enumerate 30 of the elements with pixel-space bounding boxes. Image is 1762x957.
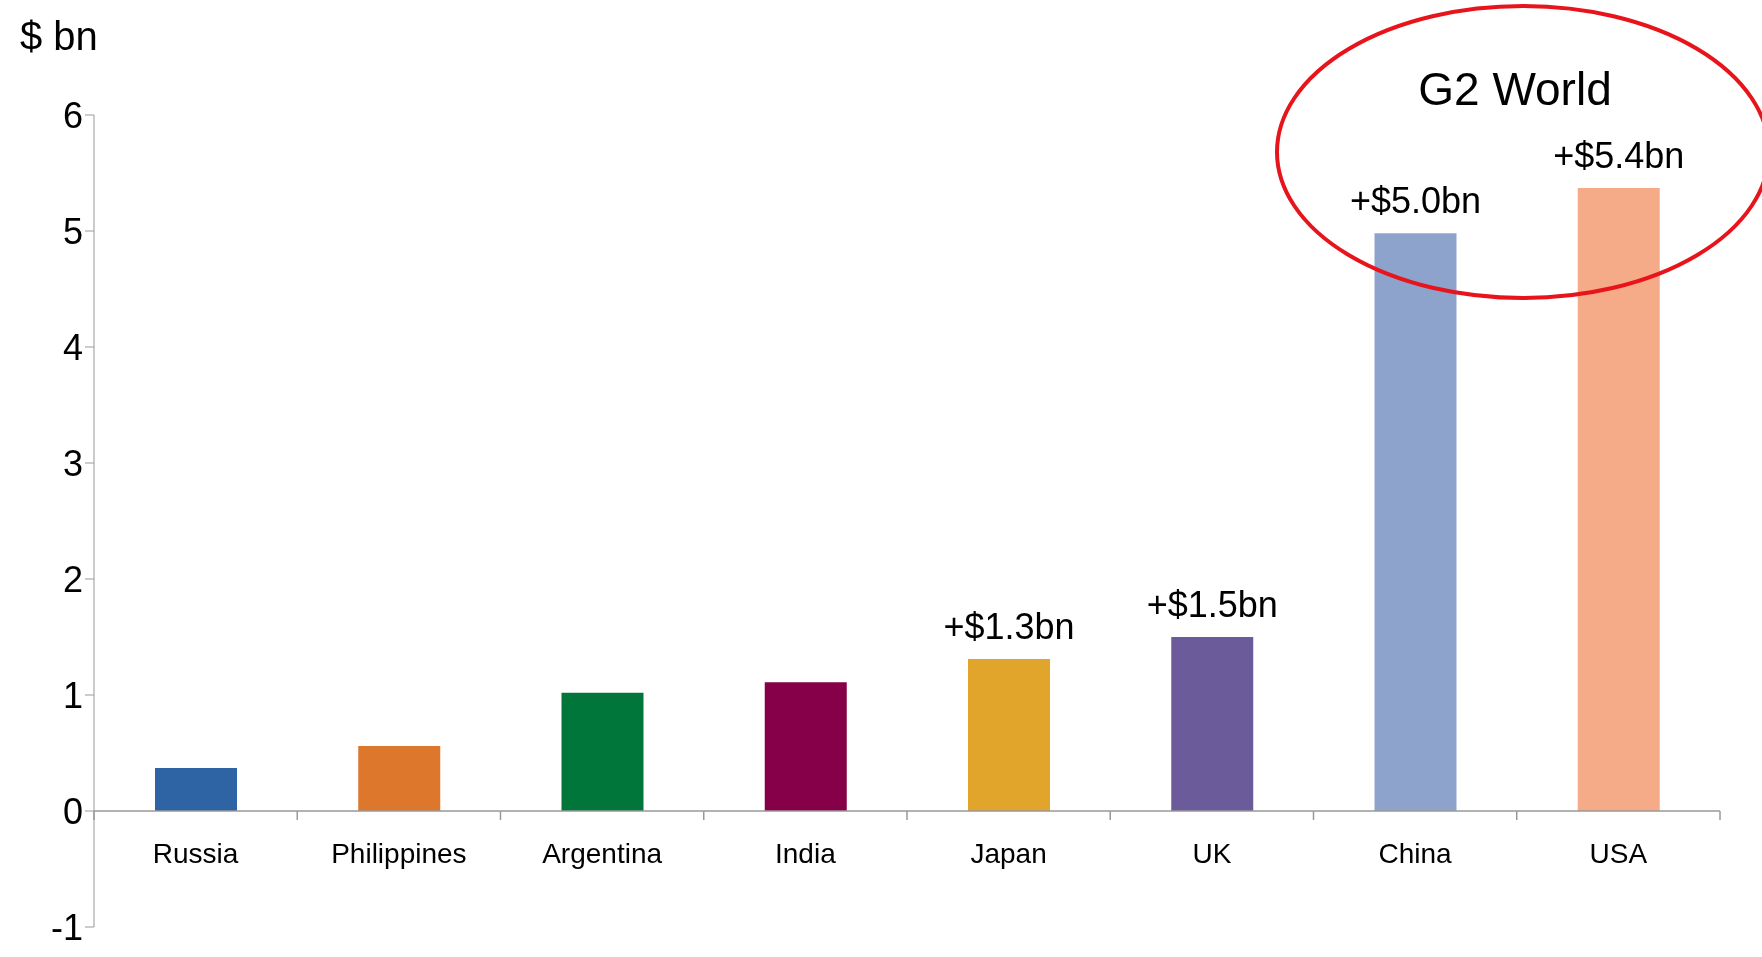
x-tick-label: Russia (152, 838, 239, 869)
bar (358, 746, 441, 811)
bar (1171, 637, 1254, 811)
x-tick-label: USA (1589, 838, 1648, 869)
data-label: +$1.5bn (1146, 584, 1278, 625)
bar (968, 659, 1050, 811)
x-tick-label: India (775, 838, 837, 869)
y-tick-label: 0 (62, 790, 83, 832)
y-tick-label: 3 (62, 442, 83, 484)
y-tick-label: 1 (62, 674, 83, 716)
y-tick-label: 6 (62, 94, 83, 136)
x-tick-label: Philippines (331, 838, 467, 869)
x-tick-label: Argentina (542, 838, 663, 869)
y-tick-label: 2 (62, 558, 83, 600)
data-label: +$5.4bn (1553, 135, 1685, 177)
y-tick-label: 4 (62, 326, 83, 368)
bar (1577, 188, 1660, 811)
data-label: +$1.3bn (943, 606, 1075, 648)
bar (561, 692, 644, 811)
y-axis-title: $ bn (20, 14, 98, 59)
x-tick-label: UK (1192, 838, 1232, 869)
annotation: G2 World (1417, 62, 1613, 116)
y-tick-label: -1 (50, 906, 83, 948)
y-tick-label: 5 (62, 210, 83, 252)
data-label: +$5.0bn (1349, 180, 1482, 222)
x-tick-label: Japan (970, 838, 1047, 869)
bar (1374, 233, 1457, 811)
bar (155, 768, 237, 811)
bar (764, 682, 847, 811)
x-tick-label: China (1378, 838, 1453, 869)
